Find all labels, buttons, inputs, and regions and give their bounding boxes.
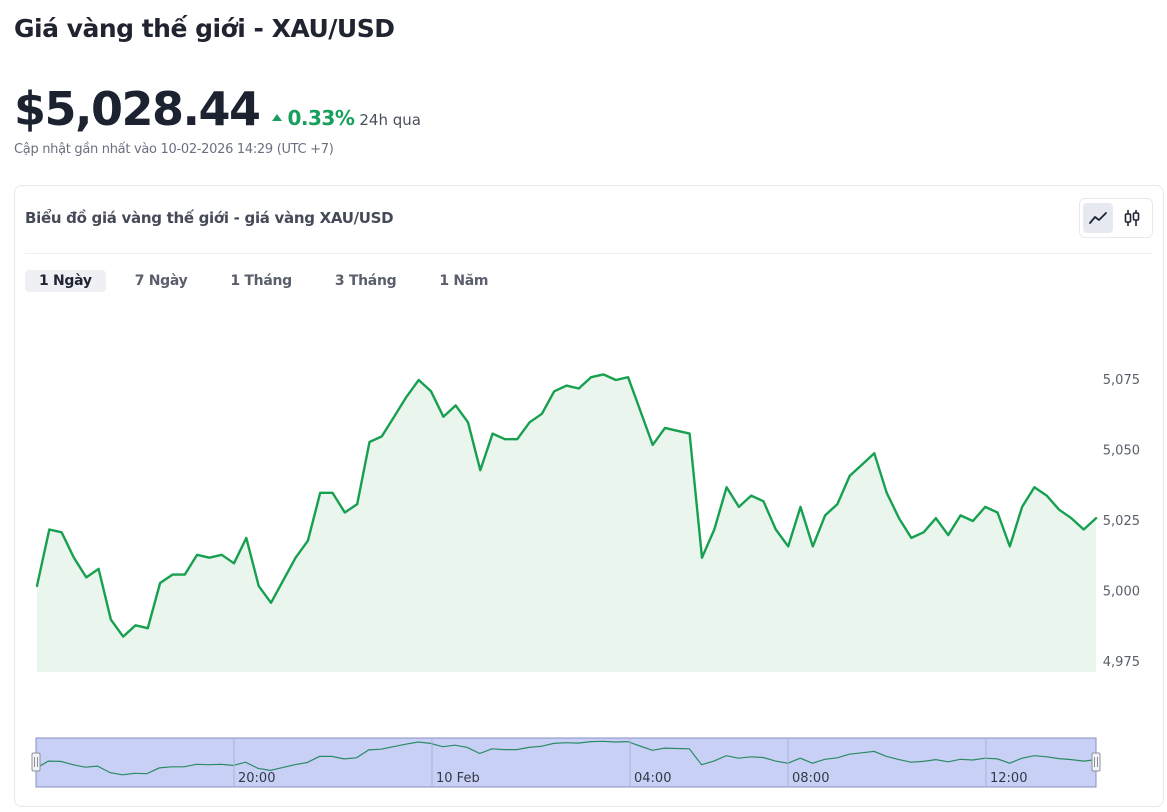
tab-3-months[interactable]: 3 Tháng [334,273,397,289]
navigator-label-0: 20:00 [238,771,275,786]
card-divider [25,253,1153,254]
navigator-right-handle [1091,752,1101,772]
navigator-label-4: 12:00 [990,771,1027,786]
navigator-series [35,740,1097,776]
navigator-label-3: 08:00 [792,771,829,786]
tab-1-year[interactable]: 1 Năm [439,273,489,289]
main-plot [35,373,1098,672]
tab-1-day[interactable]: 1 Ngày [25,270,106,292]
tab-1-month[interactable]: 1 Tháng [230,273,292,289]
price-row: $5,028.44 0.33% 24h qua [14,82,421,138]
line-chart-icon [1089,212,1107,224]
y-axis: 4,975 5,000 5,025 5,050 5,075 [1103,373,1140,670]
price-area [37,374,1096,672]
candlestick-chart-button[interactable] [1117,203,1147,233]
y-tick-label-2: 5,025 [1103,514,1140,529]
y-tick-label-3: 5,050 [1103,444,1140,459]
current-price: $5,028.44 [14,82,261,136]
navigator-label-1: 10 Feb [436,771,480,786]
range-tabs: 1 Ngày 7 Ngày 1 Tháng 3 Tháng 1 Năm [25,270,517,292]
y-tick-label-4: 5,075 [1103,373,1140,388]
chart-type-toggle [1079,198,1153,238]
navigator: 20:00 10 Feb 04:00 08:00 12:00 [31,737,1101,788]
y-tick-label-0: 4,975 [1103,655,1140,670]
navigator-left-handle [31,752,41,772]
navigator-label-2: 04:00 [634,771,671,786]
change-period: 24h qua [359,111,421,129]
change-percent: 0.33% [287,106,355,130]
line-chart-button[interactable] [1083,203,1113,233]
page-title: Giá vàng thế giới - XAU/USD [14,14,395,43]
chart-title: Biểu đồ giá vàng thế giới - giá vàng XAU… [25,209,394,227]
candlestick-chart-icon [1124,210,1140,226]
tab-7-days[interactable]: 7 Ngày [134,273,188,289]
last-updated: Cập nhật gần nhất vào 10-02-2026 14:29 (… [14,142,334,157]
y-tick-label-1: 5,000 [1103,585,1140,600]
navigator-window [35,737,1097,788]
up-arrow-icon [271,114,282,121]
